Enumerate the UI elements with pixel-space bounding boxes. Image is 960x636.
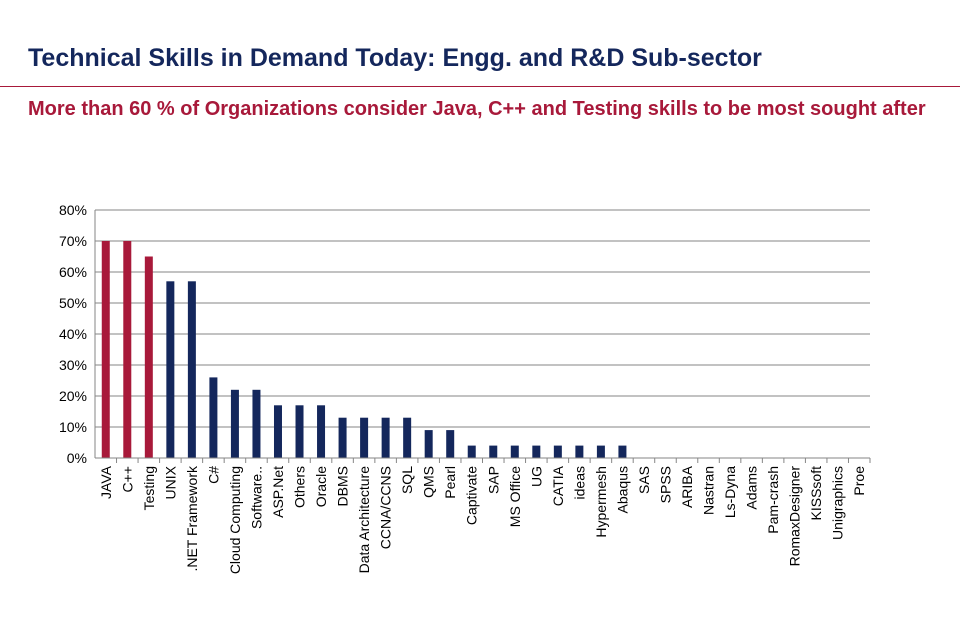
bar-others [295, 405, 304, 458]
x-tick-label: JAVA [98, 465, 114, 499]
y-tick-label: 20% [59, 388, 87, 404]
bar-oracle [317, 405, 326, 458]
bar-java [101, 241, 110, 458]
x-tick-label: Abaqus [614, 466, 630, 513]
x-tick-label: SQL [399, 466, 415, 494]
x-tick-label: MS Office [507, 466, 523, 527]
x-tick-label: CCNA/CCNS [378, 466, 394, 549]
x-tick-label: KISSsoft [808, 466, 824, 521]
x-tick-label: Unigraphics [830, 466, 846, 540]
bar-catia [553, 445, 562, 458]
x-tick-label: C++ [119, 466, 135, 492]
x-tick-label: Others [292, 466, 308, 508]
bar-pearl [446, 430, 455, 458]
page-title: Technical Skills in Demand Today: Engg. … [28, 44, 762, 72]
headline-subtitle: More than 60 % of Organizations consider… [28, 98, 926, 120]
x-tick-label: SAS [636, 466, 652, 494]
title-divider [0, 86, 960, 87]
x-tick-label: ARIBA [679, 465, 695, 508]
bar-data-architecture [360, 417, 369, 458]
bar-ccna-ccns [381, 417, 390, 458]
bar-unix [166, 281, 175, 458]
x-tick-label: Ls-Dyna [722, 466, 738, 518]
x-tick-label: SPSS [657, 466, 673, 503]
bar-hypermesh [596, 445, 605, 458]
x-tick-label: Proe [851, 466, 867, 496]
bar-captivate [467, 445, 476, 458]
y-tick-label: 80% [59, 202, 87, 218]
x-tick-label: Software.. [248, 466, 264, 529]
bar-software [252, 389, 261, 458]
bar-testing [144, 256, 153, 458]
x-tick-label: Testing [141, 466, 157, 510]
x-tick-label: Hypermesh [593, 466, 609, 538]
x-tick-label: UG [528, 466, 544, 487]
bar-sap [489, 445, 498, 458]
x-tick-label: Pam-crash [765, 466, 781, 534]
x-tick-label: Pearl [442, 466, 458, 499]
bar-c [209, 377, 218, 458]
x-tick-label: ideas [571, 466, 587, 499]
x-tick-label: Data Architecture [356, 466, 372, 574]
x-tick-label: SAP [485, 466, 501, 494]
bar-ms-office [510, 445, 519, 458]
x-tick-label: C# [205, 466, 221, 484]
bar-sql [403, 417, 412, 458]
x-tick-label: RomaxDesigner [787, 466, 803, 567]
bar-dbms [338, 417, 347, 458]
y-tick-label: 50% [59, 295, 87, 311]
x-tick-label: CATIA [550, 465, 566, 506]
x-tick-label: ASP.Net [270, 466, 286, 518]
x-tick-label: .NET Framework [184, 465, 200, 572]
x-tick-label: Adams [744, 466, 760, 510]
x-tick-label: UNIX [162, 465, 178, 499]
y-tick-label: 30% [59, 357, 87, 373]
bar-ug [532, 445, 541, 458]
x-tick-label: Oracle [313, 466, 329, 507]
bar-net-framework [187, 281, 196, 458]
bar-c [123, 241, 132, 458]
x-tick-label: Captivate [464, 466, 480, 525]
x-tick-label: QMS [421, 466, 437, 498]
bar-qms [424, 430, 433, 458]
y-tick-label: 0% [67, 450, 87, 466]
y-tick-label: 40% [59, 326, 87, 342]
bar-asp-net [273, 405, 282, 458]
x-tick-label: DBMS [335, 466, 351, 506]
y-tick-label: 10% [59, 419, 87, 435]
bar-abaqus [618, 445, 627, 458]
x-tick-label: Nastran [701, 466, 717, 515]
bar-ideas [575, 445, 584, 458]
y-tick-label: 70% [59, 233, 87, 249]
bar-cloud-computing [230, 389, 239, 458]
x-tick-label: Cloud Computing [227, 466, 243, 574]
y-tick-label: 60% [59, 264, 87, 280]
